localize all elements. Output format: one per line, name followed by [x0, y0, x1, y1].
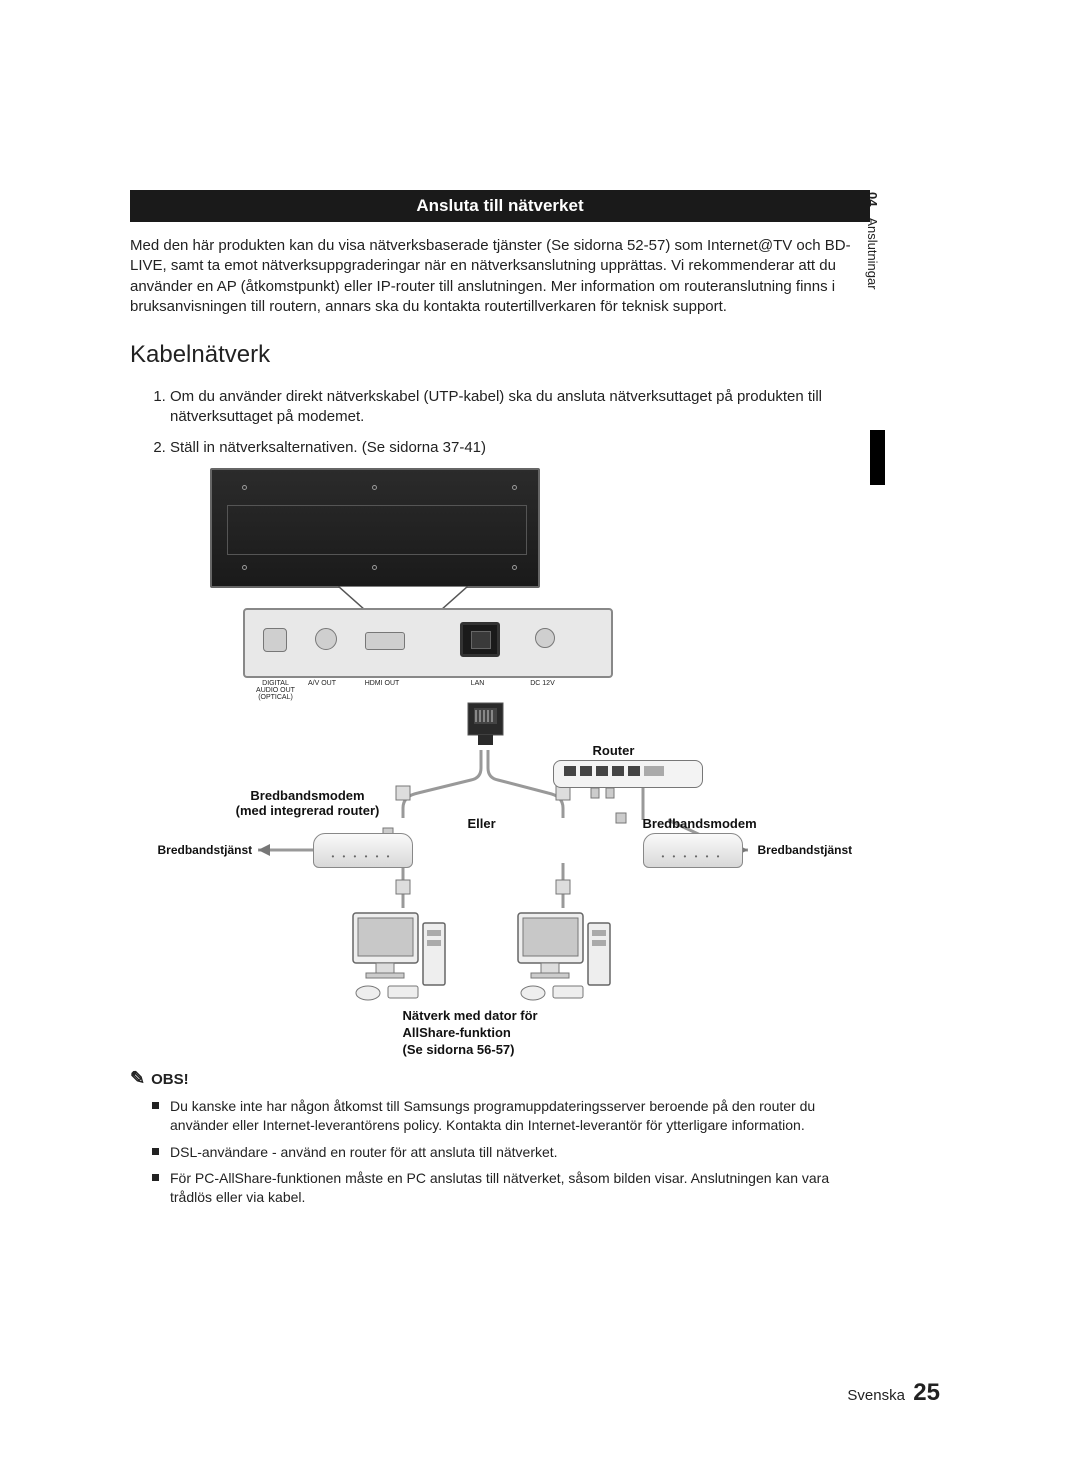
ports-row	[243, 608, 613, 678]
optical-port	[263, 628, 287, 652]
router-label: Router	[593, 743, 635, 758]
modem-right-icon: • • • • • •	[643, 833, 743, 868]
subsection-heading: Kabelnätverk	[130, 341, 870, 369]
note-heading: ✎OBS!	[130, 1068, 870, 1089]
note-item: För PC-AllShare-funktionen måste en PC a…	[170, 1169, 870, 1207]
intro-paragraph: Med den här produkten kan du visa nätver…	[130, 236, 870, 317]
step-1: Om du använder direkt nätverkskabel (UTP…	[170, 387, 870, 428]
note-item: Du kanske inte har någon åtkomst till Sa…	[170, 1097, 870, 1135]
footer-lang: Svenska	[847, 1387, 905, 1404]
page-footer: Svenska 25	[847, 1379, 940, 1407]
steps-list: Om du använder direkt nätverkskabel (UTP…	[130, 387, 870, 458]
router-device-icon	[553, 760, 703, 788]
step-2: Ställ in nätverksalternativen. (Se sidor…	[170, 438, 870, 458]
pc-right-icon	[513, 908, 618, 1003]
rj45-plug-icon	[458, 698, 513, 748]
section-title-bar: Ansluta till nätverket	[130, 190, 870, 222]
dc-label: DC 12V	[523, 680, 563, 687]
product-rear-panel	[210, 468, 540, 588]
footer-page: 25	[913, 1379, 940, 1406]
hdmi-port	[365, 632, 405, 650]
network-pc-caption: Nätverk med dator för AllShare-funktion …	[403, 1008, 538, 1059]
pc-left-icon	[348, 908, 453, 1003]
or-label: Eller	[468, 816, 496, 831]
service-right-label: Bredbandstjänst	[758, 843, 853, 857]
modem-integrated-label: Bredbandsmodem (med integrerad router)	[233, 788, 383, 818]
dc-port	[535, 628, 555, 648]
page-content: Ansluta till nätverket Med den här produ…	[130, 190, 870, 1215]
network-diagram: DIGITAL AUDIO OUT (OPTICAL) A/V OUT HDMI…	[188, 468, 813, 1048]
hdmi-label: HDMI OUT	[355, 680, 410, 687]
lan-port	[460, 622, 500, 657]
modem-left-icon: • • • • • •	[313, 833, 413, 868]
note-list: Du kanske inte har någon åtkomst till Sa…	[130, 1097, 870, 1207]
note-block: ✎OBS! Du kanske inte har någon åtkomst t…	[130, 1068, 870, 1207]
side-thumb-tab	[870, 430, 885, 485]
note-icon: ✎	[130, 1068, 145, 1088]
modem-right-label: Bredbandsmodem	[643, 816, 757, 831]
av-label: A/V OUT	[305, 680, 340, 687]
av-port	[315, 628, 337, 650]
service-left-label: Bredbandstjänst	[158, 843, 253, 857]
lan-label: LAN	[458, 680, 498, 687]
optical-label: DIGITAL AUDIO OUT (OPTICAL)	[251, 680, 301, 701]
note-item: DSL-användare - använd en router för att…	[170, 1143, 870, 1162]
